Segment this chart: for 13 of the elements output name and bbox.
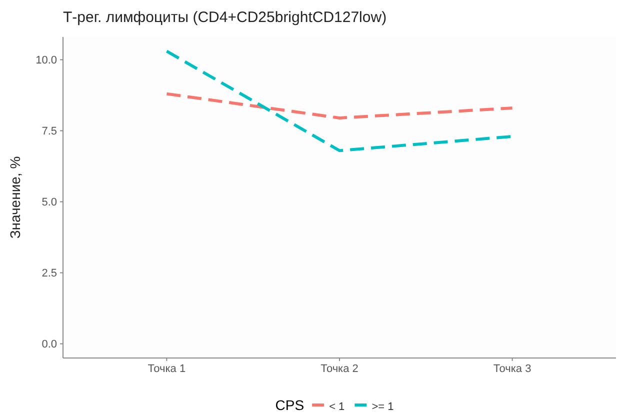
x-tick-label: Точка 1 [148,362,186,375]
legend-title: CPS [275,397,304,413]
y-tick-label: 5.0 [42,196,57,208]
x-tick-label: Точка 3 [493,362,532,375]
y-tick-label: 7.5 [42,125,57,138]
y-tick-label: 10.0 [36,54,57,66]
chart-title: Т-рег. лимфоциты (CD4+CD25brightCD127low) [63,9,387,26]
y-tick-label: 0.0 [42,338,57,350]
x-tick-label: Точка 2 [320,362,358,375]
y-axis-title: Значение, % [7,156,23,239]
legend-label: < 1 [329,401,345,413]
y-tick-label: 2.5 [42,267,57,280]
legend-label: >= 1 [372,401,394,413]
